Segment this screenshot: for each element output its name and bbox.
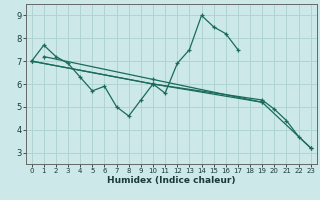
X-axis label: Humidex (Indice chaleur): Humidex (Indice chaleur) bbox=[107, 176, 236, 185]
